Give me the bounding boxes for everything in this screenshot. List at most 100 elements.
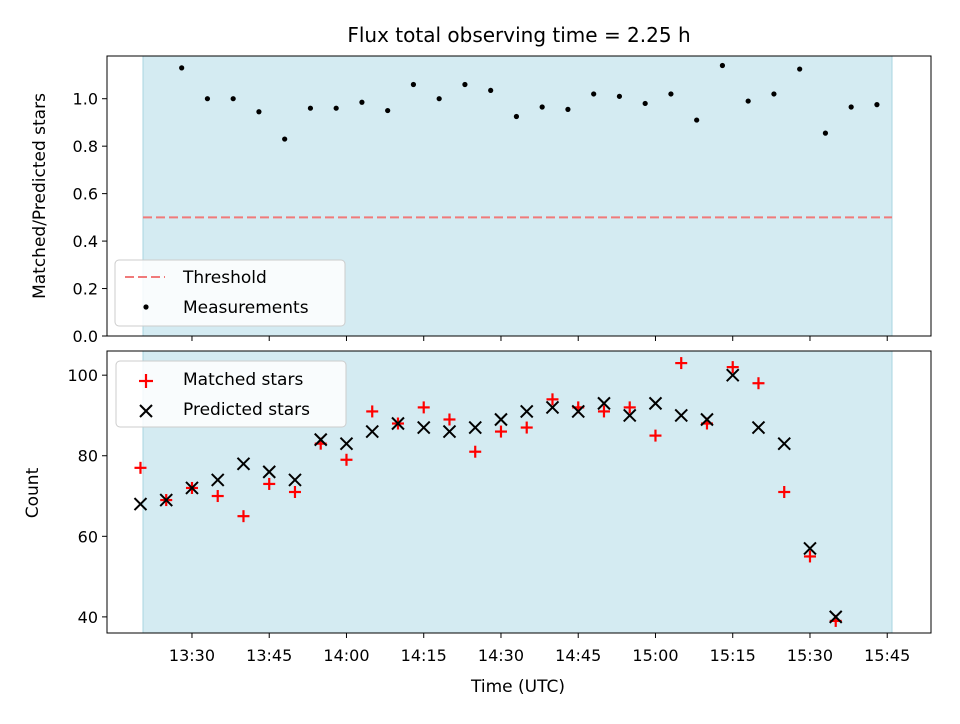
matched-star-point [752,377,765,390]
measurement-point [616,93,623,99]
matched-star-point [263,477,276,490]
measurement-point [719,62,726,69]
x-tick-label: 15:00 [632,646,678,665]
matched-star-point [469,445,482,458]
ratio-y-tick-label: 0.0 [73,327,98,346]
count-axis-ticks: 40 60 80 100 13:30 13:45 14:00 14:15 14:30 14:45 1… [67,366,910,665]
x-tick-label: 13:45 [246,646,292,665]
predicted-star-point [468,420,482,435]
measurement-point [642,100,648,107]
predicted-star-point [545,400,560,415]
predicted-star-point [339,436,354,451]
ratio-y-tick-label: 1.0 [73,90,98,109]
threshold-legend-label: Threshold [182,268,267,288]
measurement-point [822,130,829,136]
matched-star-point [494,425,507,438]
predicted-star-point [262,465,276,479]
matched-star-point [443,413,456,426]
predicted-stars-legend-marker [139,404,153,418]
predicted-star-point [133,497,148,511]
x-tick-label: 13:30 [169,646,215,665]
predicted-star-point [571,404,585,419]
predicted-stars-legend-label: Predicted stars [183,400,310,420]
x-tick-label: 15:15 [710,646,756,665]
predicted-star-point [288,473,302,487]
matched-star-point [675,357,688,370]
measurement-points [179,62,880,142]
matched-star-point [726,361,739,374]
matched-star-point [288,486,301,498]
predicted-star-point [314,432,328,447]
matched-star-point [803,550,816,563]
predicted-star-point [700,412,714,427]
predicted-star-point [391,416,405,431]
predicted-star-point [236,457,251,471]
predicted-star-point [442,424,457,439]
matched-star-point [417,401,430,414]
measurement-point [230,96,236,102]
predicted-star-point [674,408,688,423]
x-tick-label: 15:45 [864,646,910,665]
count-y-tick-label: 80 [78,447,98,466]
x-tick-label: 14:15 [401,646,447,665]
ratio-y-axis-label: Matched/Predicted stars [30,93,50,299]
measurement-point [513,113,520,120]
ratio-y-tick-label: 0.2 [73,280,98,299]
predicted-star-point [648,396,663,411]
ratio-y-tick-label: 0.4 [73,232,98,251]
predicted-star-point [520,404,534,419]
count-points [133,357,843,627]
matched-star-point [778,486,791,498]
ratio-legend-box [114,259,346,327]
matched-star-point [366,405,379,418]
ratio-y-tick-label: 0.6 [73,185,98,204]
predicted-star-point [494,412,508,427]
predicted-star-point [211,473,225,487]
x-tick-label: 14:00 [323,646,369,665]
measurement-point [874,102,880,108]
measurement-point [694,117,700,123]
measurement-point [256,109,262,115]
measurement-point [848,104,854,110]
count-panel: 40 60 80 100 13:30 13:45 14:00 14:15 14:30 14:45 1… [23,350,932,697]
matched-star-point [211,490,224,503]
matched-stars-legend-label: Matched stars [183,370,303,390]
count-y-axis-label: Count [23,467,43,518]
measurement-point [410,81,417,88]
ratio-axes-frame [106,55,932,337]
measurements-legend-label: Measurements [183,298,309,318]
x-tick-label: 14:45 [555,646,601,665]
predicted-star-point [829,610,843,624]
chart-title: Flux total observing time = 2.25 h [347,23,690,47]
count-legend-box [115,360,347,428]
matched-star-point [237,510,250,523]
count-y-tick-label: 100 [67,366,98,385]
matched-star-point [546,393,559,406]
count-y-tick-label: 60 [78,527,98,546]
measurement-point [771,91,777,97]
measurement-point [282,136,288,142]
predicted-star-point [623,408,637,423]
ratio-legend: Threshold Measurements [114,259,346,327]
measurement-point [462,81,468,88]
measurements-legend-marker [143,304,149,310]
measurement-point [333,105,339,111]
predicted-star-point [365,424,379,439]
matched-star-point [134,461,147,474]
count-y-tick-label: 40 [78,608,98,627]
measurement-point [385,107,391,114]
measurement-point [797,66,803,72]
measurement-point [539,104,545,110]
measurement-point [488,87,494,94]
measurement-point [565,106,571,112]
x-tick-label: 14:30 [478,646,524,665]
matched-star-point [597,405,610,418]
predicted-star-point [597,396,611,411]
count-axes-frame [106,350,932,634]
predicted-star-point [777,436,791,451]
matched-star-point [340,453,353,466]
matched-star-point [520,421,533,434]
matched-stars-legend-marker [139,374,153,388]
measurement-point [745,98,751,104]
